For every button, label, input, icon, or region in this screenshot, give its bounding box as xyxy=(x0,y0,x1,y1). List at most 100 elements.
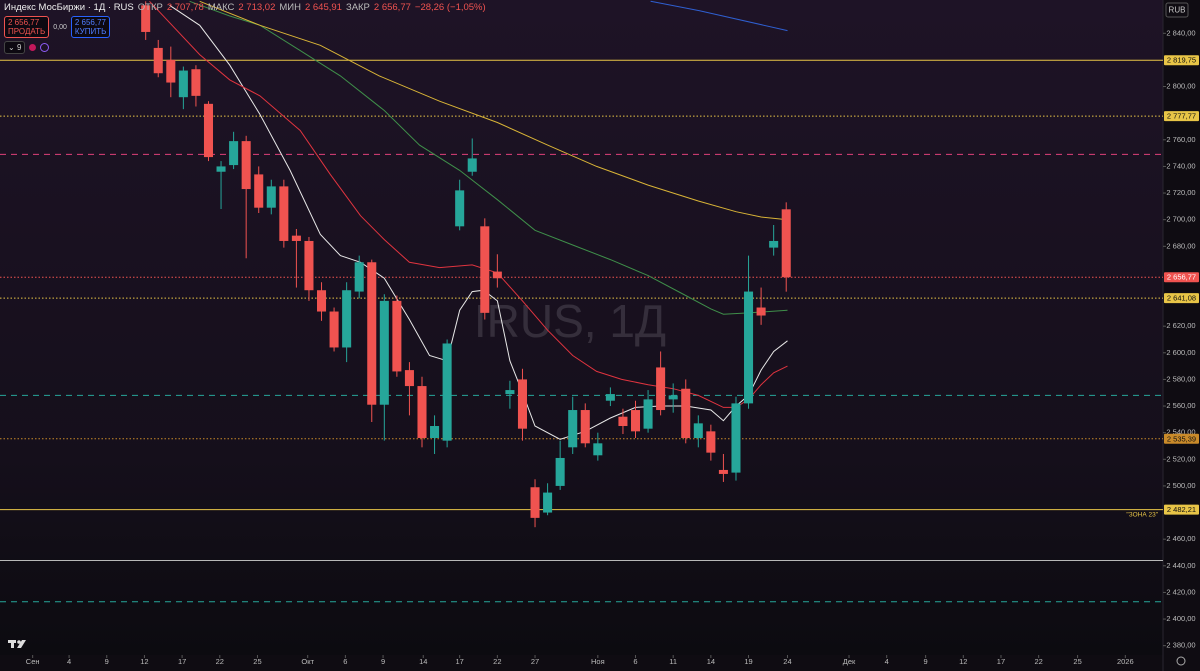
candle-body xyxy=(166,59,176,83)
candle-body xyxy=(530,487,540,518)
candle-body xyxy=(756,307,766,316)
candle-body xyxy=(555,457,565,486)
candle-body xyxy=(455,190,465,227)
plot-background xyxy=(0,0,1163,655)
y-tick-label: 2 380,00 xyxy=(1166,641,1195,650)
change: −28,26 (−1,05%) xyxy=(414,2,486,13)
x-tick-label: 17 xyxy=(178,657,186,666)
moving-average xyxy=(189,0,788,315)
x-tick-label: 22 xyxy=(216,657,224,666)
ohlc-label: ЗАКР xyxy=(345,2,370,13)
candle-body xyxy=(505,390,515,395)
candle-body xyxy=(392,300,402,372)
level-label: 2 641,08 xyxy=(1167,294,1196,303)
level-label-box xyxy=(1164,272,1199,283)
sell-label: ПРОДАТЬ xyxy=(8,27,46,36)
candle-body xyxy=(291,235,301,241)
y-tick-label: 2 800,00 xyxy=(1166,82,1195,91)
candle-body xyxy=(568,410,578,448)
candle-body xyxy=(354,262,364,292)
y-tick-label: 2 720,00 xyxy=(1166,188,1195,197)
candle-body xyxy=(379,300,389,405)
x-tick-label: Окт xyxy=(301,657,314,666)
tradingview-logo xyxy=(8,640,26,648)
candle-body xyxy=(517,379,527,429)
candle-body xyxy=(769,240,779,248)
level-label: 2 482,21 xyxy=(1167,505,1196,514)
candle-body xyxy=(693,423,703,438)
candle-body xyxy=(178,70,188,98)
candle-body xyxy=(229,141,239,166)
moving-average xyxy=(199,0,788,221)
candle-body xyxy=(430,426,440,438)
candle-body xyxy=(593,443,603,456)
x-tick-label: 17 xyxy=(997,657,1005,666)
candle-body xyxy=(630,410,641,432)
x-tick-label: 9 xyxy=(924,657,928,666)
candle-body xyxy=(543,492,553,513)
x-tick-label: 25 xyxy=(1073,657,1081,666)
level-label-box xyxy=(1164,433,1199,444)
candle-body xyxy=(480,226,490,313)
buy-button[interactable]: 2 656,77 КУПИТЬ xyxy=(70,16,111,38)
candles xyxy=(141,1,791,528)
ohlc-label: МАКС xyxy=(207,2,235,13)
level-label: 2 535,39 xyxy=(1167,434,1196,443)
ohlc-value: 2 713,02 xyxy=(238,2,276,13)
currency: RUB xyxy=(1169,6,1186,15)
candle-body xyxy=(467,158,477,172)
x-tick-label: 6 xyxy=(633,657,637,666)
price-axis-background xyxy=(1163,0,1200,671)
watermark: IRUS, 1Д xyxy=(474,295,666,347)
x-tick-label: 27 xyxy=(531,657,539,666)
y-tick-label: 2 440,00 xyxy=(1166,561,1195,570)
x-tick-label: 22 xyxy=(1034,657,1042,666)
y-tick-label: 2 460,00 xyxy=(1166,534,1195,543)
level-label: 2 777,77 xyxy=(1167,112,1196,121)
level-label: 2 656,77 xyxy=(1167,273,1196,282)
candle-body xyxy=(681,388,691,438)
x-tick-label: 24 xyxy=(783,657,791,666)
symbol-name: Индекс МосБиржи · 1Д · RUS xyxy=(4,2,134,13)
candle-body xyxy=(203,103,214,158)
candle-body xyxy=(304,240,314,291)
candle-body xyxy=(580,410,590,444)
x-tick-label: 17 xyxy=(456,657,464,666)
y-tick-label: 2 760,00 xyxy=(1166,135,1195,144)
level-label-box xyxy=(1164,55,1199,66)
candle-body xyxy=(191,69,201,96)
x-tick-label: 9 xyxy=(381,657,385,666)
x-tick-label: Дек xyxy=(843,657,856,666)
candle-body xyxy=(329,311,339,348)
moving-average xyxy=(650,0,788,32)
x-tick-label: Сен xyxy=(26,657,40,666)
ohlc-label: МИН xyxy=(279,2,301,13)
y-tick-label: 2 500,00 xyxy=(1166,481,1195,490)
candle-body xyxy=(731,403,741,473)
spread: 0,00 xyxy=(53,23,67,31)
indicators-toggle[interactable]: ⌄ 9 xyxy=(4,41,26,54)
candle-body xyxy=(605,394,615,401)
settings-icon[interactable] xyxy=(1176,656,1186,666)
x-tick-label: 12 xyxy=(140,657,148,666)
x-tick-label: 22 xyxy=(493,657,501,666)
sell-button[interactable]: 2 656,77 ПРОДАТЬ xyxy=(4,16,50,38)
candle-body xyxy=(153,47,163,74)
y-tick-label: 2 580,00 xyxy=(1166,374,1195,383)
candle-body xyxy=(241,141,251,190)
currency-box[interactable] xyxy=(1165,2,1189,18)
sell-price: 2 656,77 xyxy=(8,18,40,27)
y-tick-label: 2 520,00 xyxy=(1166,454,1195,463)
candle-body xyxy=(492,271,502,279)
ohlc-value: 2 656,77 xyxy=(373,2,411,13)
indicator-icon xyxy=(29,44,37,51)
x-tick-label: 4 xyxy=(885,657,889,666)
y-tick-label: 2 560,00 xyxy=(1166,401,1195,410)
axes: 2 380,00 2 400,00 2 420,00 2 440,00 2 460,00… xyxy=(26,28,1199,666)
y-tick-label: 2 840,00 xyxy=(1166,28,1195,37)
x-tick-label: 6 xyxy=(343,657,347,666)
candle-body xyxy=(342,290,352,348)
x-tick-label: 14 xyxy=(707,657,715,666)
y-tick-label: 2 620,00 xyxy=(1166,321,1195,330)
